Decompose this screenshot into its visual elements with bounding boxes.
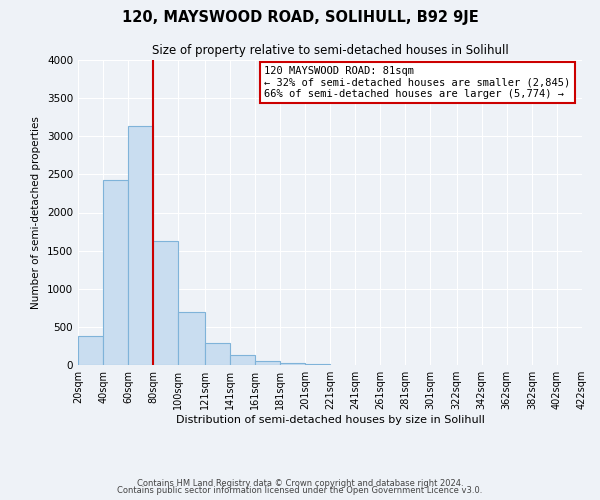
X-axis label: Distribution of semi-detached houses by size in Solihull: Distribution of semi-detached houses by … bbox=[176, 415, 484, 425]
Bar bbox=[153, 240, 178, 365]
Bar bbox=[255, 361, 280, 365]
Bar bbox=[128, 126, 153, 365]
Bar bbox=[103, 180, 128, 365]
Text: 120, MAYSWOOD ROAD, SOLIHULL, B92 9JE: 120, MAYSWOOD ROAD, SOLIHULL, B92 9JE bbox=[122, 10, 478, 25]
Text: 120 MAYSWOOD ROAD: 81sqm
← 32% of semi-detached houses are smaller (2,845)
66% o: 120 MAYSWOOD ROAD: 81sqm ← 32% of semi-d… bbox=[265, 66, 571, 100]
Bar bbox=[305, 364, 330, 365]
Text: Contains public sector information licensed under the Open Government Licence v3: Contains public sector information licen… bbox=[118, 486, 482, 495]
Text: Contains HM Land Registry data © Crown copyright and database right 2024.: Contains HM Land Registry data © Crown c… bbox=[137, 478, 463, 488]
Title: Size of property relative to semi-detached houses in Solihull: Size of property relative to semi-detach… bbox=[152, 44, 508, 58]
Bar bbox=[205, 342, 230, 365]
Bar bbox=[280, 362, 305, 365]
Y-axis label: Number of semi-detached properties: Number of semi-detached properties bbox=[31, 116, 41, 309]
Bar bbox=[230, 355, 255, 365]
Bar bbox=[78, 336, 103, 365]
Bar bbox=[178, 312, 205, 365]
